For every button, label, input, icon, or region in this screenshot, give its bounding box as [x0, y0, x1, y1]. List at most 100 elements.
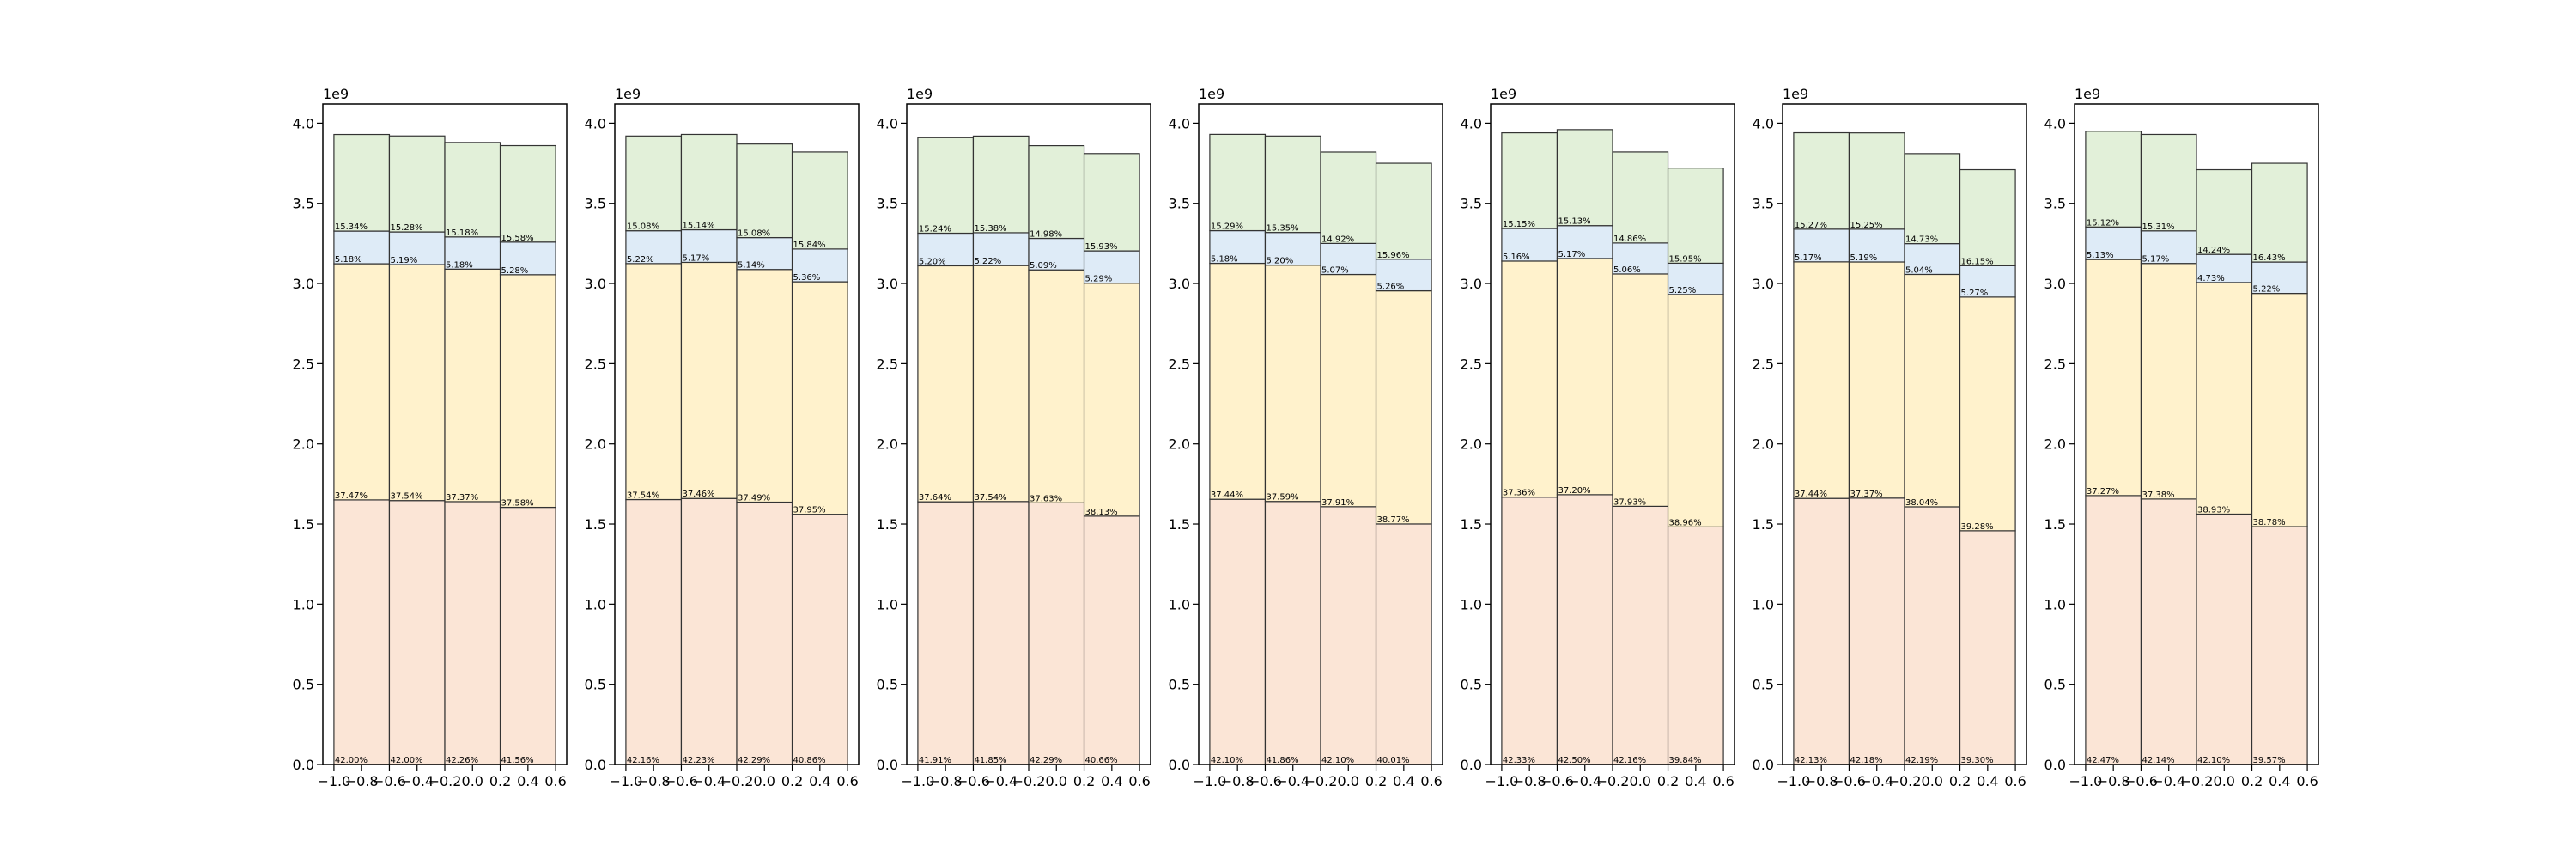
- segment-percent-label: 37.54%: [974, 493, 1006, 503]
- segment-percent-label: 37.49%: [738, 494, 770, 503]
- bar-segment: [1612, 242, 1669, 275]
- segment-percent-label: 14.24%: [2197, 246, 2230, 255]
- bar-segment: [333, 263, 391, 501]
- segment-percent-label: 5.20%: [919, 257, 946, 266]
- segment-percent-label: 15.29%: [1211, 222, 1243, 232]
- bar-segment: [1320, 151, 1377, 244]
- x-tick-label: −0.2: [720, 773, 754, 789]
- bar-segment: [2196, 168, 2253, 255]
- x-tick-label: −0.6: [1540, 773, 1574, 789]
- segment-percent-label: 15.08%: [738, 229, 770, 239]
- bar-segment: [1793, 261, 1850, 499]
- x-tick-label: 0.0: [2214, 773, 2235, 789]
- x-tick-label: −1.0: [901, 773, 934, 789]
- segment-percent-label: 37.54%: [390, 492, 422, 502]
- bar-segment: [1848, 261, 1905, 499]
- segment-percent-label: 37.46%: [682, 490, 714, 499]
- bar-segment: [625, 230, 683, 265]
- segment-percent-label: 5.07%: [1321, 266, 1349, 276]
- bar-segment: [1612, 505, 1669, 765]
- y-tick-label: 2.5: [1461, 356, 1482, 372]
- y-tick-label: 2.5: [1169, 356, 1190, 372]
- segment-percent-label: 39.57%: [2253, 756, 2286, 765]
- y-tick-label: 3.5: [1169, 196, 1190, 212]
- x-tick-label: 0.6: [2004, 773, 2026, 789]
- x-tick-label: 0.4: [517, 773, 538, 789]
- y-tick-label: 0.5: [1169, 677, 1190, 693]
- x-tick-label: 0.6: [836, 773, 858, 789]
- bar-segment: [1375, 162, 1432, 260]
- segment-percent-label: 5.36%: [793, 273, 821, 283]
- bar-segment: [917, 501, 975, 765]
- segment-percent-label: 38.77%: [1377, 515, 1410, 525]
- y-tick-label: 0.5: [1753, 677, 1774, 693]
- segment-percent-label: 42.47%: [2087, 756, 2119, 765]
- bar-segment: [1375, 259, 1432, 292]
- segment-percent-label: 5.14%: [738, 261, 765, 271]
- bar-segment: [1083, 153, 1140, 252]
- segment-percent-label: 42.23%: [682, 756, 714, 765]
- bar-segment: [333, 230, 391, 265]
- bar-segment: [1375, 289, 1432, 525]
- segment-percent-label: 15.38%: [974, 224, 1006, 234]
- y-tick-label: 3.0: [293, 276, 314, 292]
- bar-segment: [2251, 261, 2308, 295]
- bar-segment: [917, 137, 975, 235]
- segment-percent-label: 15.34%: [335, 222, 368, 232]
- x-tick-label: 0.2: [781, 773, 803, 789]
- segment-percent-label: 5.22%: [2253, 285, 2281, 295]
- bar-segment: [972, 501, 1030, 765]
- x-tick-label: −0.6: [2124, 773, 2158, 789]
- x-tick-label: −0.2: [1888, 773, 1922, 789]
- y-tick-label: 2.0: [1461, 436, 1482, 453]
- segment-percent-label: 15.24%: [919, 224, 951, 234]
- bar-segment: [499, 506, 556, 765]
- segment-percent-label: 15.31%: [2142, 222, 2174, 232]
- bar-segment: [1501, 228, 1558, 262]
- x-tick-label: −1.0: [1777, 773, 1810, 789]
- bar-segment: [736, 236, 793, 271]
- bar-segment: [444, 268, 501, 503]
- bar-segment: [1375, 523, 1432, 765]
- x-tick-label: 0.6: [1712, 773, 1734, 789]
- x-tick-label: −0.6: [957, 773, 990, 789]
- x-tick-label: −0.4: [2152, 773, 2185, 789]
- x-tick-label: −0.8: [1513, 773, 1546, 789]
- segment-percent-label: 15.25%: [1850, 221, 1882, 230]
- x-tick-label: 0.0: [1630, 773, 1651, 789]
- segment-percent-label: 41.91%: [919, 756, 951, 765]
- x-tick-label: 0.6: [1128, 773, 1150, 789]
- x-tick-label: −0.8: [637, 773, 671, 789]
- x-tick-label: 0.0: [1338, 773, 1359, 789]
- y-tick-label: 2.0: [1753, 436, 1774, 453]
- y-tick-label: 0.0: [2044, 757, 2066, 773]
- y-tick-label: 1.0: [1169, 596, 1190, 612]
- segment-percent-label: 5.25%: [1669, 286, 1697, 295]
- bar-segment: [1083, 515, 1140, 765]
- segment-percent-label: 5.20%: [1266, 257, 1293, 266]
- segment-percent-label: 42.18%: [1850, 756, 1882, 765]
- y-tick-label: 4.0: [877, 115, 898, 131]
- y-tick-label: 3.5: [2044, 196, 2066, 212]
- y-tick-label: 2.5: [585, 356, 606, 372]
- x-tick-label: −0.2: [1596, 773, 1630, 789]
- x-tick-label: 0.4: [809, 773, 830, 789]
- segment-percent-label: 15.15%: [1503, 220, 1535, 229]
- y-tick-label: 3.0: [877, 276, 898, 292]
- x-tick-label: −0.8: [929, 773, 963, 789]
- segment-percent-label: 4.73%: [2197, 274, 2225, 283]
- segment-percent-label: 15.35%: [1266, 224, 1298, 234]
- segment-percent-label: 37.44%: [1795, 490, 1827, 499]
- segment-percent-label: 37.95%: [793, 506, 826, 515]
- segment-percent-label: 5.06%: [1613, 265, 1641, 275]
- y-tick-label: 3.5: [585, 196, 606, 212]
- y-tick-label: 3.0: [585, 276, 606, 292]
- segment-percent-label: 16.15%: [1961, 257, 1994, 266]
- segment-percent-label: 42.29%: [738, 756, 770, 765]
- segment-percent-label: 42.10%: [1321, 756, 1354, 765]
- x-tick-label: −0.2: [2180, 773, 2214, 789]
- y-tick-label: 4.0: [1169, 115, 1190, 131]
- segment-percent-label: 15.95%: [1669, 254, 1702, 264]
- bar-segment: [625, 498, 683, 765]
- bar-segment: [1320, 273, 1377, 508]
